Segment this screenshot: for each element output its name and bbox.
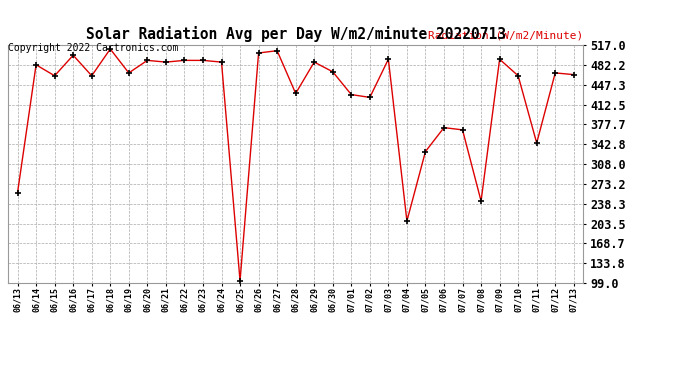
Text: Radiation (W/m2/Minute): Radiation (W/m2/Minute) bbox=[428, 30, 583, 40]
Title: Solar Radiation Avg per Day W/m2/minute 20220713: Solar Radiation Avg per Day W/m2/minute … bbox=[86, 27, 506, 42]
Text: Copyright 2022 Cartronics.com: Copyright 2022 Cartronics.com bbox=[8, 43, 179, 53]
